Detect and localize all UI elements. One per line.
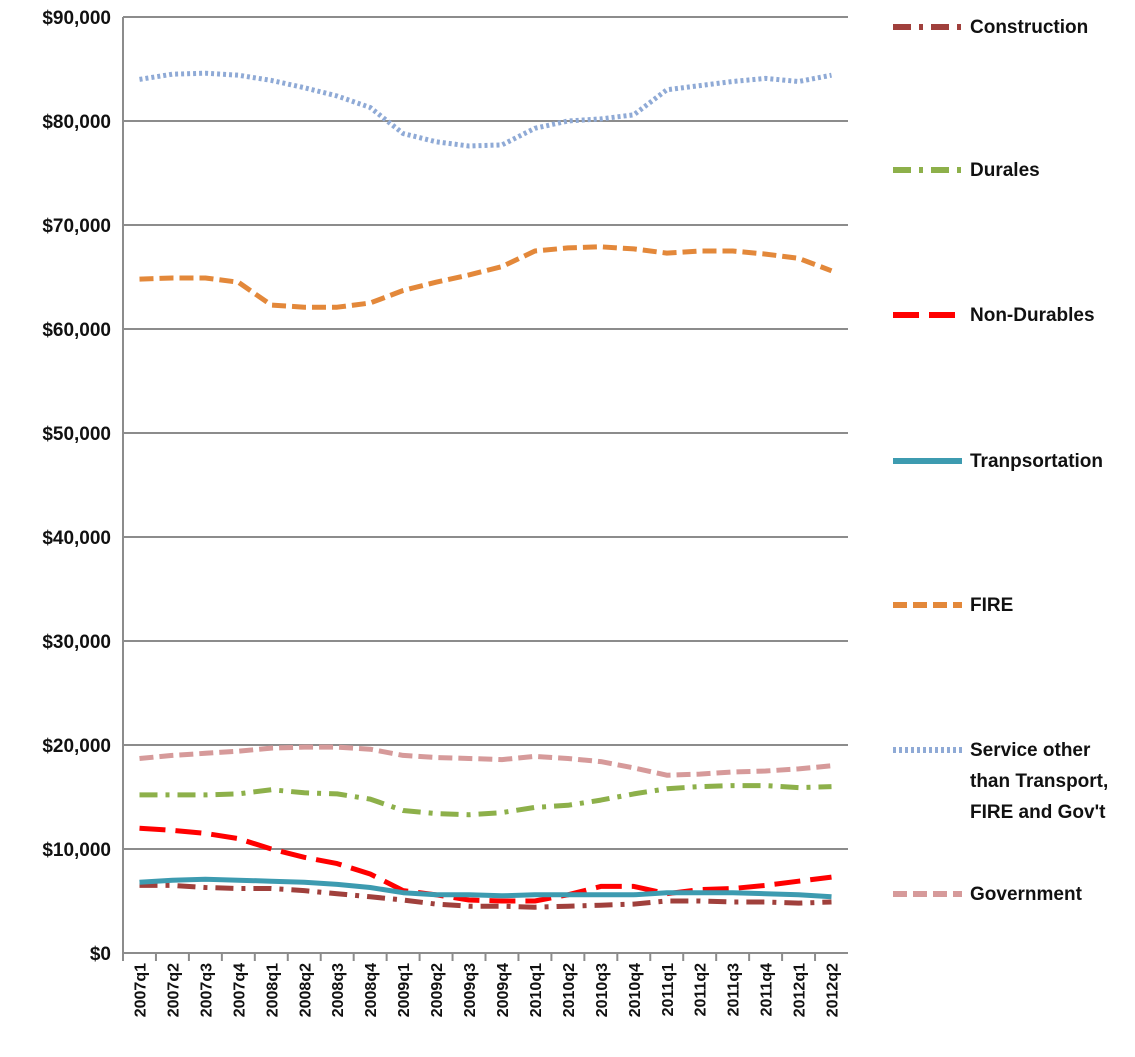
y-tick-label: $50,000 [42, 424, 111, 445]
x-tick-label: 2012q2 [825, 963, 842, 1017]
legend-label: Tranpsortation [970, 451, 1104, 472]
y-tick-label: $30,000 [42, 632, 111, 653]
legend-label: Non-Durables [970, 305, 1095, 326]
x-tick-label: 2009q4 [495, 963, 512, 1017]
x-tick-label: 2009q1 [396, 963, 413, 1017]
legend-label: Government [970, 884, 1082, 905]
y-tick-label: $40,000 [42, 528, 111, 549]
series-line [139, 70, 832, 149]
x-tick-label: 2010q2 [561, 963, 578, 1017]
x-tick-label: 2007q2 [165, 963, 182, 1017]
y-tick-label: $10,000 [42, 840, 111, 861]
y-tick-label: $70,000 [42, 216, 111, 237]
y-tick-label: $80,000 [42, 112, 111, 133]
x-tick-label: 2007q3 [198, 963, 215, 1017]
series-line [139, 783, 832, 818]
series-line [139, 825, 832, 904]
legend-label: Construction [970, 17, 1089, 38]
y-tick-label: $0 [90, 944, 111, 965]
x-tick-label: 2008q1 [264, 963, 281, 1017]
x-tick-label: 2011q2 [693, 963, 710, 1016]
y-tick-label: $20,000 [42, 736, 111, 757]
x-tick-label: 2008q4 [363, 963, 380, 1017]
y-tick-label: $60,000 [42, 320, 111, 341]
x-tick-label: 2009q2 [429, 963, 446, 1017]
x-tick-label: 2011q3 [726, 963, 743, 1016]
legend-label: Service other than Transport, FIRE and G… [970, 740, 1109, 823]
legend-label: Durales [970, 160, 1040, 181]
series-line [139, 744, 832, 778]
y-tick-label: $90,000 [42, 8, 111, 29]
series-line [139, 882, 832, 910]
x-tick-label: 2010q4 [627, 963, 644, 1017]
series-line [139, 244, 833, 310]
legend-label: FIRE [970, 595, 1014, 616]
x-tick-label: 2007q1 [132, 963, 149, 1017]
x-tick-label: 2012q1 [792, 963, 809, 1017]
x-tick-label: 2008q2 [297, 963, 314, 1017]
x-tick-label: 2009q3 [462, 963, 479, 1017]
x-tick-label: 2011q4 [759, 963, 776, 1016]
series-line [139, 876, 832, 900]
x-tick-label: 2007q4 [231, 963, 248, 1017]
x-tick-label: 2011q1 [660, 963, 677, 1016]
x-tick-label: 2008q3 [330, 963, 347, 1017]
x-tick-label: 2010q3 [594, 963, 611, 1017]
x-tick-label: 2010q1 [528, 963, 545, 1017]
